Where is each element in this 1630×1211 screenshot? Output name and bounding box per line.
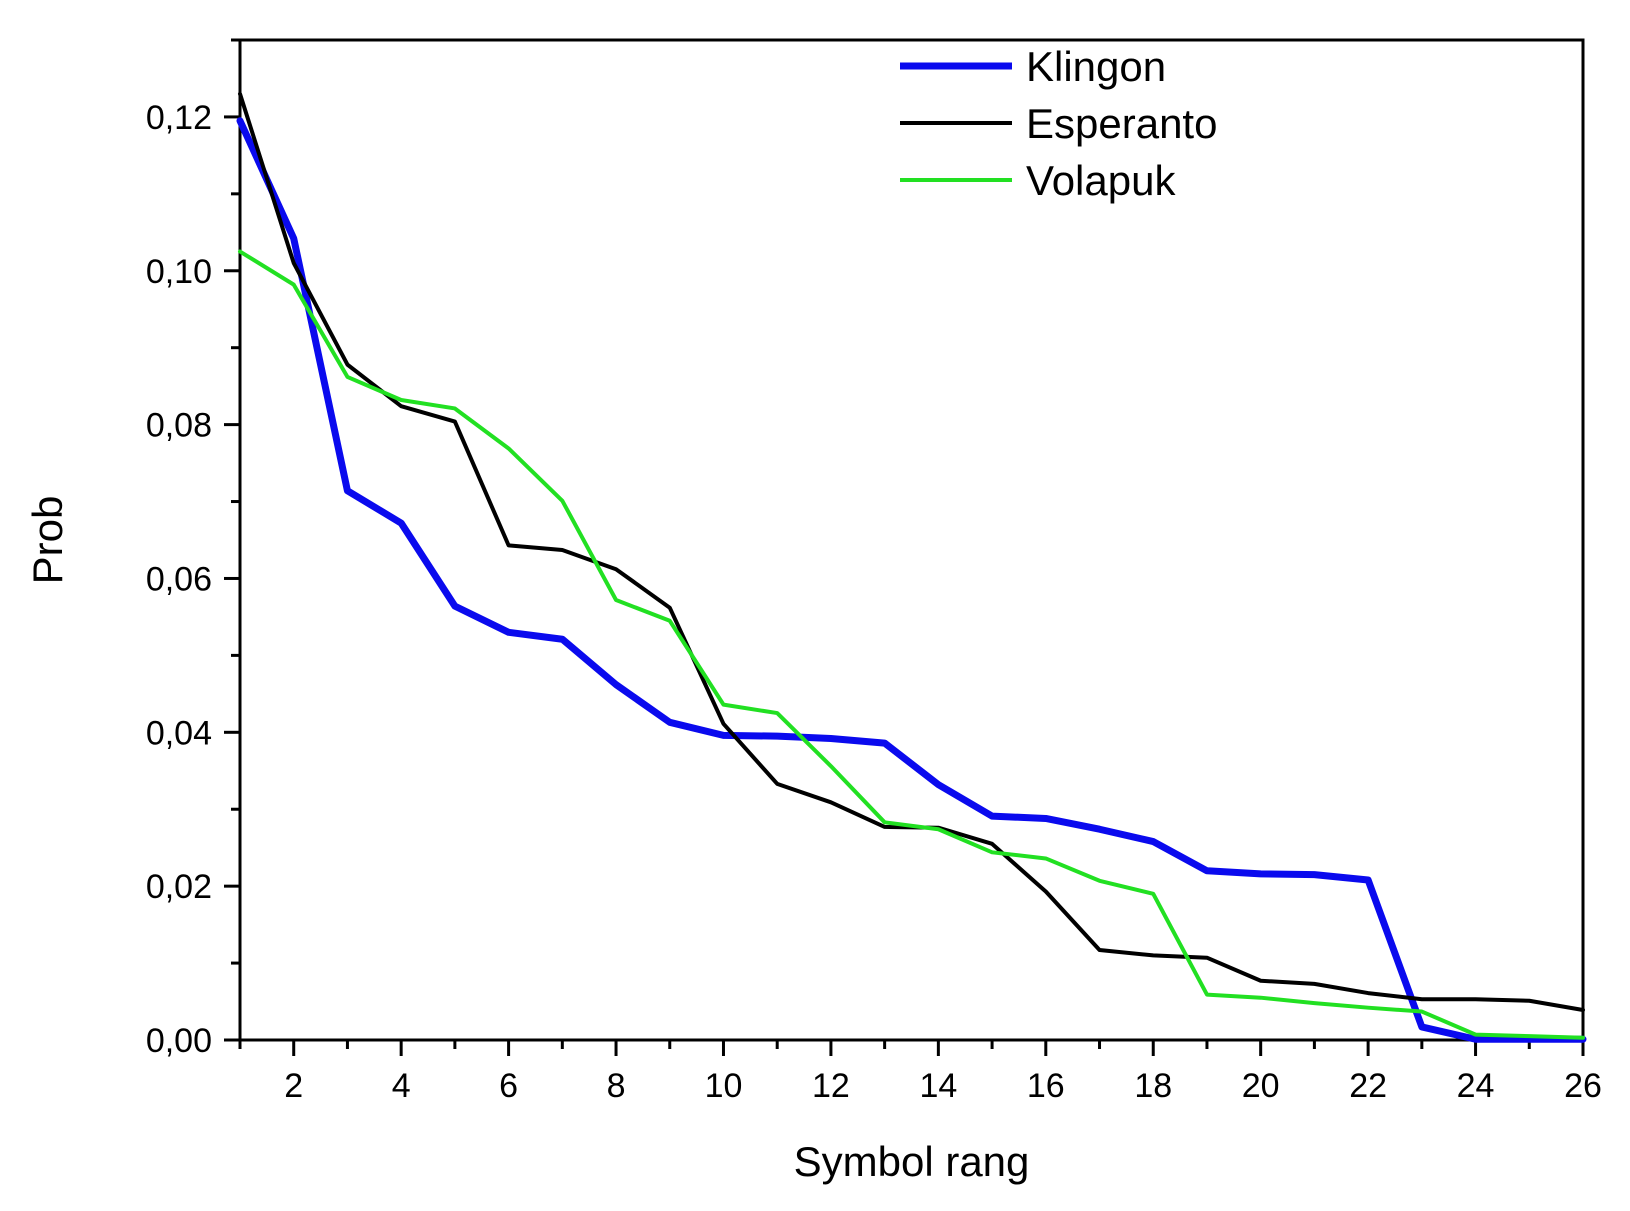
x-tick-label: 16: [1027, 1067, 1065, 1105]
plot-area: [238, 38, 1585, 1042]
series-line-esperanto: [238, 91, 1585, 1012]
x-tick-label: 2: [284, 1067, 303, 1105]
series-line-volapuk: [238, 249, 1585, 1040]
x-tick-label: 6: [499, 1067, 518, 1105]
x-tick-label: 12: [812, 1067, 850, 1105]
x-tick-label: 20: [1242, 1067, 1280, 1105]
legend: Klingon Esperanto Volapuk: [900, 43, 1217, 204]
x-tick-label: 24: [1457, 1067, 1495, 1105]
legend-label-klingon: Klingon: [1026, 43, 1166, 90]
x-tick-label: 10: [705, 1067, 743, 1105]
legend-label-esperanto: Esperanto: [1026, 100, 1217, 147]
y-axis-label: Prob: [24, 496, 71, 585]
legend-label-volapuk: Volapuk: [1026, 157, 1176, 204]
x-tick-label: 14: [919, 1067, 957, 1105]
x-tick-label: 26: [1564, 1067, 1602, 1105]
x-tick-label: 18: [1134, 1067, 1172, 1105]
x-tick-label: 8: [607, 1067, 626, 1105]
y-tick-label: 0,06: [146, 560, 212, 598]
y-tick-label: 0,10: [146, 253, 212, 291]
x-tick-label: 4: [392, 1067, 411, 1105]
series-layer: [236, 91, 1587, 1043]
y-axis: 0,00 0,02 0,04 0,06 0,08 0,10 0,12: [146, 38, 240, 1060]
x-axis: 2 4 6 8 10 12 14 16 18 20 22 24 26: [238, 1040, 1602, 1105]
x-tick-label: 22: [1349, 1067, 1387, 1105]
x-axis-label: Symbol rang: [794, 1138, 1030, 1185]
y-tick-label: 0,04: [146, 714, 212, 752]
y-tick-label: 0,12: [146, 99, 212, 137]
y-tick-label: 0,00: [146, 1022, 212, 1060]
y-tick-label: 0,02: [146, 868, 212, 906]
series-line-klingon: [236, 117, 1587, 1043]
y-tick-label: 0,08: [146, 407, 212, 445]
